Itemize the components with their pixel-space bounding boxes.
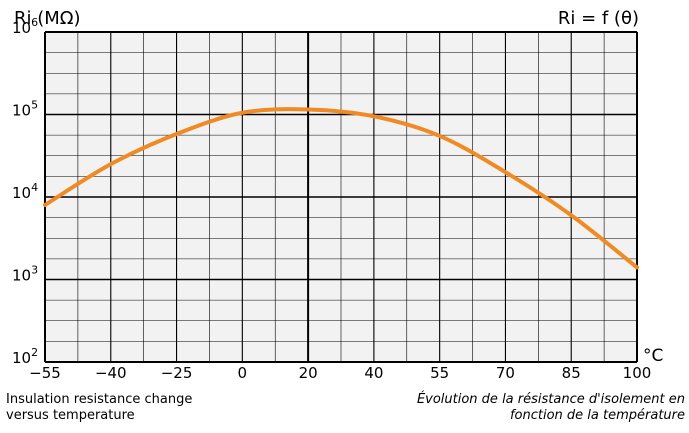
caption-french-line-2: fonction de la température xyxy=(509,408,685,423)
y-tick-label: 102 xyxy=(12,346,38,367)
x-tick-label: 70 xyxy=(496,364,515,382)
x-tick-label: 100 xyxy=(623,364,652,382)
y-tick-label: 105 xyxy=(12,99,38,120)
function-title: Ri = f (θ) xyxy=(558,8,639,29)
major-grid xyxy=(44,31,638,363)
x-axis-labels: −55 −40 −25 0 20 40 55 70 85 100 xyxy=(29,364,651,382)
x-axis-unit: °C xyxy=(643,346,663,366)
x-tick-label: −55 xyxy=(29,364,61,382)
x-tick-label: −40 xyxy=(95,364,127,382)
y-tick-label: 103 xyxy=(12,264,38,285)
caption-english: Insulation resistance change versus temp… xyxy=(6,392,236,424)
caption-english-line-2: versus temperature xyxy=(6,408,135,423)
x-tick-label: 85 xyxy=(562,364,581,382)
x-tick-label: 0 xyxy=(238,364,248,382)
caption-french-line-1: Évolution de la résistance d'isolement e… xyxy=(416,392,685,407)
y-tick-label: 104 xyxy=(12,181,38,202)
y-axis-title: Ri (MΩ) xyxy=(14,8,81,29)
x-tick-label: −25 xyxy=(161,364,193,382)
resistance-curve xyxy=(43,107,639,270)
x-tick-label: 40 xyxy=(364,364,383,382)
caption-french: Évolution de la résistance d'isolement e… xyxy=(385,392,685,424)
y-axis-labels: 102 103 104 105 106 xyxy=(12,16,38,367)
minor-grid xyxy=(45,32,637,362)
x-tick-label: 55 xyxy=(430,364,449,382)
y-tick-label: 106 xyxy=(12,16,38,37)
caption-english-line-1: Insulation resistance change xyxy=(6,392,193,407)
x-tick-label: 20 xyxy=(299,364,318,382)
